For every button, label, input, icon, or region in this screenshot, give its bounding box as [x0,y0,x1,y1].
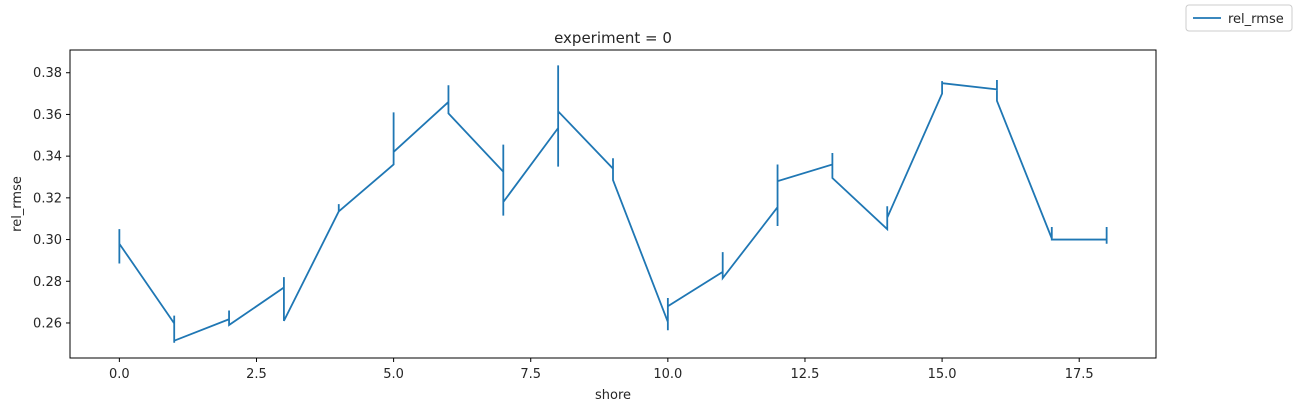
y-axis-ticks: 0.26 0.28 0.30 0.32 0.34 0.36 0.38 [33,66,70,331]
x-tick-label: 10.0 [653,367,682,382]
y-tick-label: 0.28 [33,275,62,290]
series-line-0 [118,65,1108,343]
legend-label: rel_rmse [1228,12,1284,27]
chart-title: experiment = 0 [554,29,672,47]
y-axis-title: rel_rmse [10,176,25,232]
x-tick-label: 7.5 [520,367,541,382]
x-axis-ticks: 0.0 2.5 5.0 7.5 10.0 12.5 15.0 17.5 [109,358,1094,382]
x-tick-label: 17.5 [1065,367,1094,382]
legend: rel_rmse [1185,4,1293,32]
x-axis-title: shore [595,388,631,403]
y-tick-label: 0.36 [33,108,62,123]
plot-series [118,65,1108,343]
x-tick-label: 0.0 [109,367,130,382]
y-tick-label: 0.34 [33,150,62,165]
x-tick-label: 5.0 [383,367,404,382]
y-tick-label: 0.38 [33,66,62,81]
x-tick-label: 15.0 [928,367,957,382]
x-tick-label: 2.5 [246,367,267,382]
y-tick-label: 0.30 [33,233,62,248]
plot-frame [69,49,1157,359]
y-tick-label: 0.32 [33,191,62,206]
legend-frame [1185,4,1293,32]
y-tick-label: 0.26 [33,316,62,331]
x-tick-label: 12.5 [790,367,819,382]
